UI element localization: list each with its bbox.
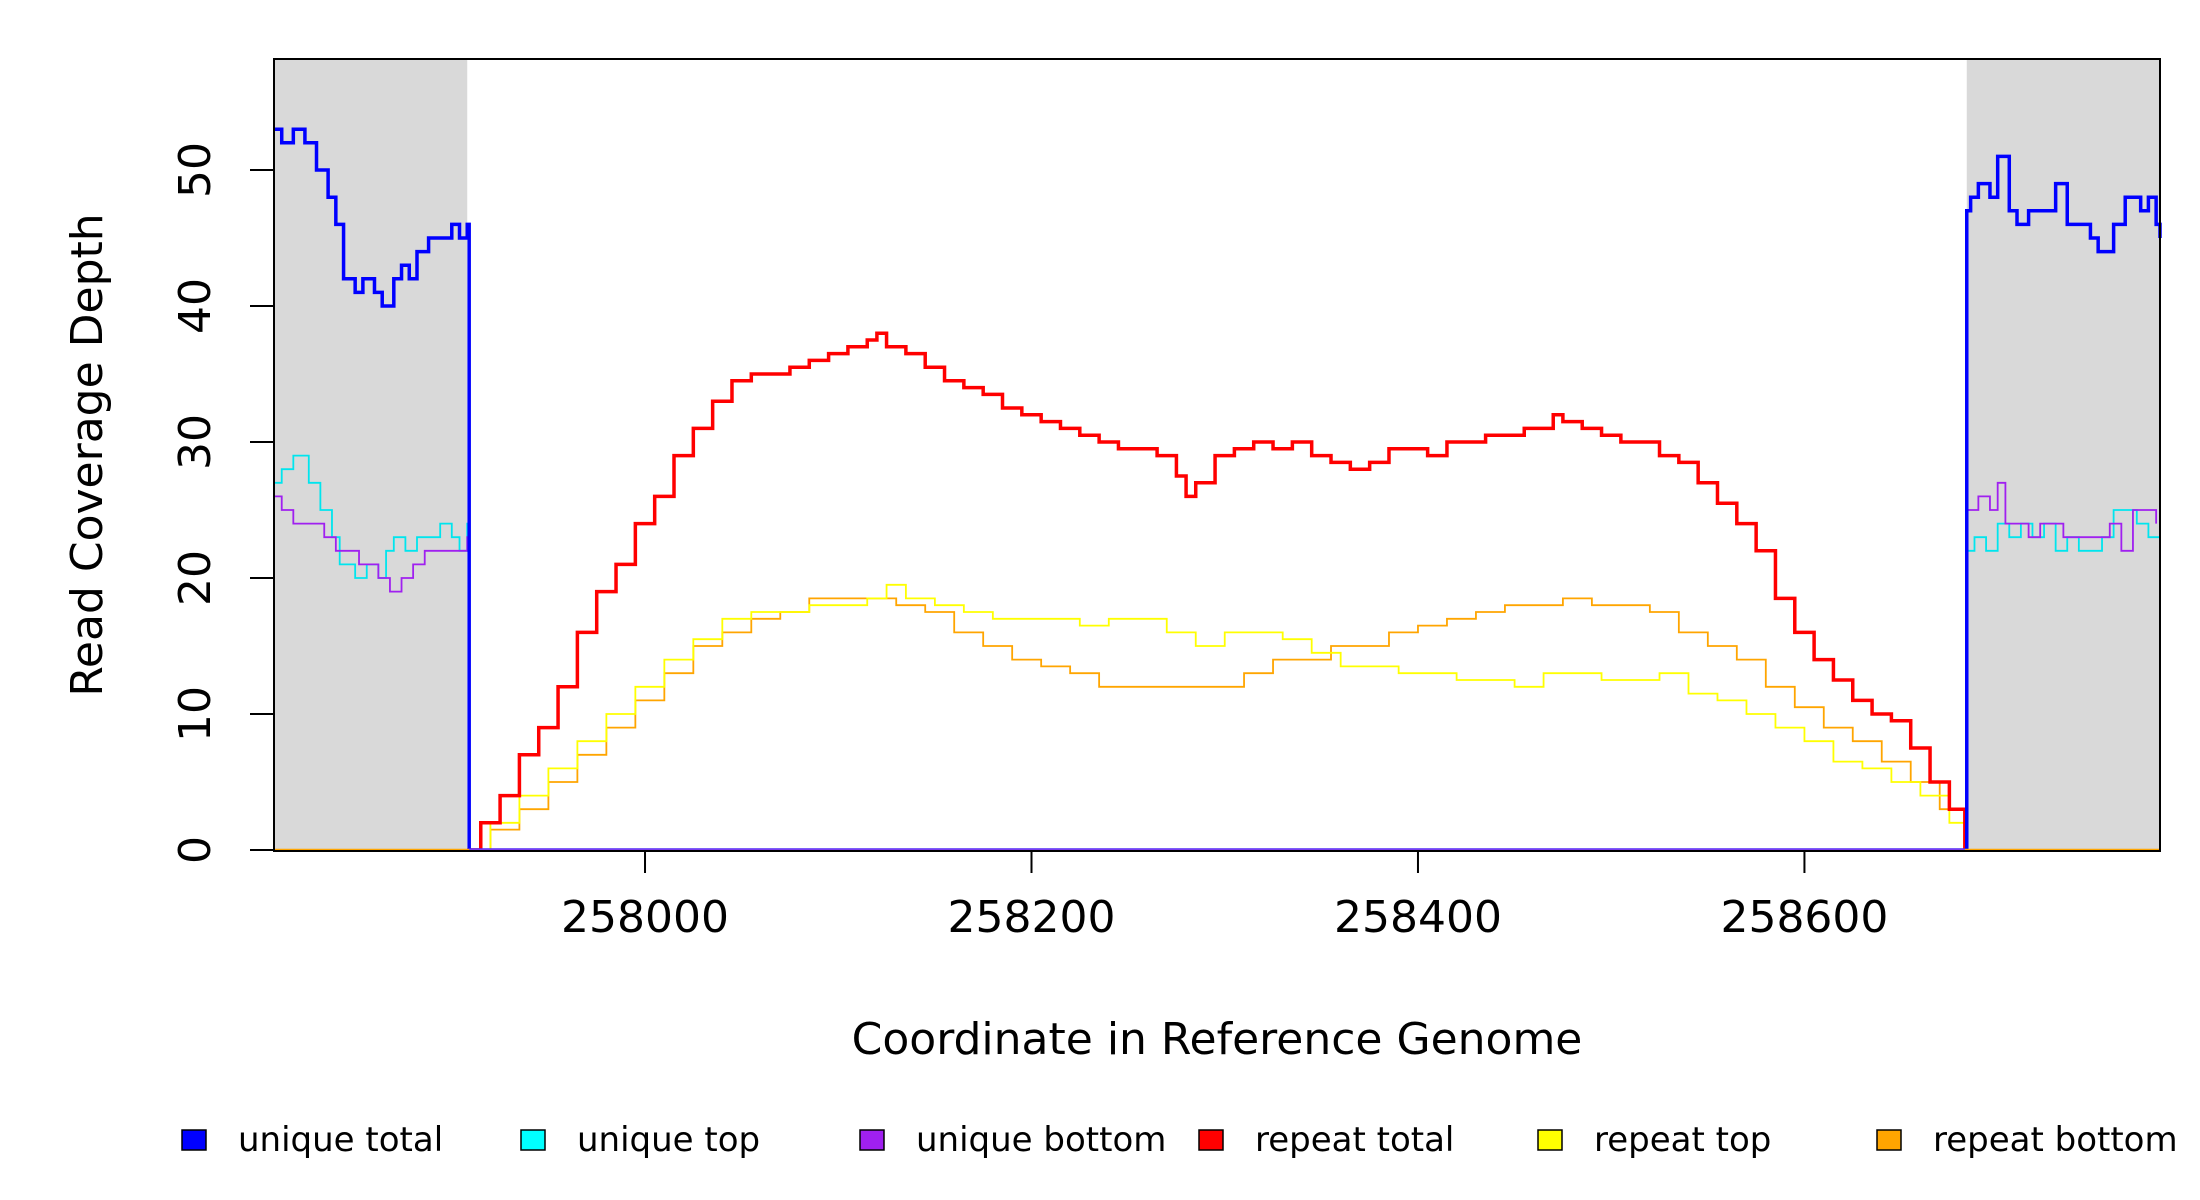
legend-swatch-repeat-top bbox=[1537, 1129, 1563, 1151]
series-unique-top-line bbox=[274, 454, 2161, 851]
legend-label-repeat-bottom: repeat bottom bbox=[1933, 1120, 2178, 1160]
legend-label-unique-bottom: unique bottom bbox=[916, 1120, 1166, 1160]
series-repeat-top-line bbox=[467, 583, 1966, 851]
legend-swatch-unique-top bbox=[520, 1129, 546, 1151]
y-tick-label-40: 40 bbox=[170, 278, 221, 334]
y-tick-label-50: 50 bbox=[170, 142, 221, 198]
legend-label-unique-top: unique top bbox=[577, 1120, 760, 1160]
legend-swatch-repeat-bottom bbox=[1876, 1129, 1902, 1151]
series-repeat-bottom-line bbox=[467, 597, 1966, 851]
y-axis-title: Read Coverage Depth bbox=[62, 213, 113, 696]
series-unique-bottom-line bbox=[274, 481, 2158, 851]
y-tick-label-10: 10 bbox=[170, 686, 221, 742]
x-tick-label-258200: 258200 bbox=[948, 892, 1116, 943]
x-tick-label-258000: 258000 bbox=[561, 892, 729, 943]
legend-swatch-unique-total bbox=[181, 1129, 207, 1151]
y-tick-label-30: 30 bbox=[170, 414, 221, 470]
legend-label-repeat-top: repeat top bbox=[1594, 1120, 1771, 1160]
legend-label-repeat-total: repeat total bbox=[1255, 1120, 1454, 1160]
y-tick-label-0: 0 bbox=[170, 836, 221, 864]
y-axis: 0 10 20 30 40 50 bbox=[170, 142, 274, 864]
x-axis-title: Coordinate in Reference Genome bbox=[852, 1014, 1583, 1065]
legend-swatch-repeat-total bbox=[1198, 1129, 1224, 1151]
x-tick-label-258400: 258400 bbox=[1334, 892, 1502, 943]
legend-swatch-unique-bottom bbox=[859, 1129, 885, 1151]
series-lines bbox=[274, 127, 2162, 852]
legend-label-unique-total: unique total bbox=[238, 1120, 443, 1160]
series-repeat-total-line bbox=[467, 331, 1967, 852]
plot-frame bbox=[273, 58, 2161, 852]
legend: unique total unique top unique bottom repea… bbox=[181, 1120, 2178, 1160]
x-tick-label-258600: 258600 bbox=[1720, 892, 1888, 943]
y-tick-label-20: 20 bbox=[170, 550, 221, 606]
shaded-region-1 bbox=[1966, 59, 2160, 851]
x-axis: 258000 258200 258400 258600 bbox=[561, 851, 1888, 943]
